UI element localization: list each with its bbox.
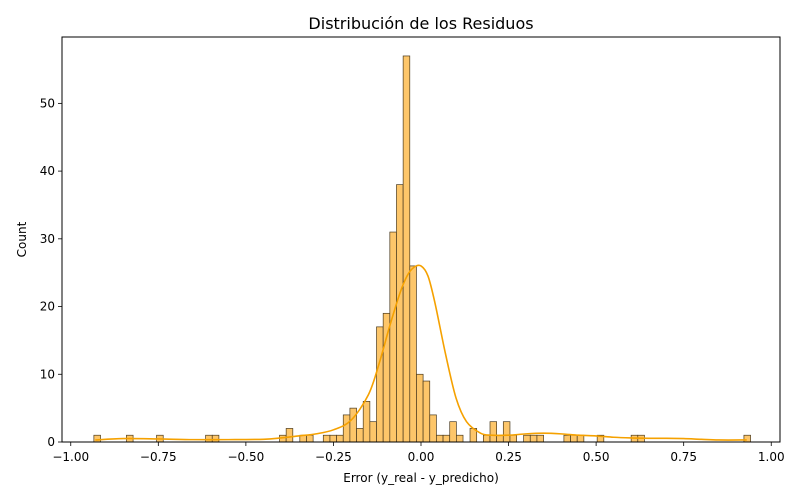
histogram-bar (93, 434, 101, 443)
kde-line (95, 264, 747, 441)
histogram-bar (523, 434, 531, 443)
x-tick-label: −1.00 (52, 450, 89, 464)
x-axis-label: Error (y_real - y_predicho) (343, 471, 499, 485)
histogram-bar (529, 434, 538, 443)
y-ticks: 0 10 20 30 40 50 (40, 96, 62, 449)
x-tick-label: 1.00 (758, 450, 785, 464)
y-tick-label: 30 (40, 232, 55, 246)
kde-layer (95, 264, 747, 441)
histogram-bar (382, 312, 391, 443)
x-tick-label: −0.75 (140, 450, 177, 464)
histogram-bar (342, 414, 351, 443)
histogram-bar (576, 434, 585, 443)
histogram-bar (409, 265, 417, 443)
histogram-bar (362, 401, 371, 443)
histogram-bar (322, 434, 331, 443)
histogram-bar (349, 407, 357, 443)
histogram-bar (336, 434, 344, 443)
chart-title: Distribución de los Residuos (308, 14, 533, 33)
y-tick-label: 40 (40, 164, 55, 178)
y-axis-label: Count (15, 221, 29, 257)
histogram-bar (211, 434, 220, 443)
histogram-bar (442, 434, 451, 443)
histogram-bar (285, 428, 294, 443)
x-tick-label: −0.25 (315, 450, 352, 464)
histogram-bar (422, 380, 431, 443)
histogram-bar (449, 421, 457, 443)
histogram-bar (482, 434, 491, 443)
histogram-bar (489, 421, 498, 443)
histogram-bar (429, 414, 437, 443)
histogram-bar (570, 434, 578, 443)
histogram-bar (536, 434, 544, 443)
histogram-bar (306, 434, 314, 443)
histogram-bar (369, 421, 377, 443)
histogram-bar (743, 434, 751, 443)
histogram-bar (502, 421, 511, 443)
x-tick-label: 0.75 (670, 450, 697, 464)
histogram-bar (205, 434, 213, 443)
histogram-bar (376, 326, 384, 443)
y-tick-label: 10 (40, 367, 55, 381)
histogram-bar (509, 434, 517, 443)
histogram-bar (402, 55, 411, 443)
histogram-bar (416, 373, 424, 443)
histogram-bar (329, 434, 337, 443)
x-tick-label: 0.00 (408, 450, 435, 464)
histogram-bar (389, 231, 397, 443)
x-tick-label: 0.25 (495, 450, 522, 464)
y-tick-label: 20 (40, 300, 55, 314)
histogram-bar (356, 428, 364, 443)
histogram-bar (436, 434, 444, 443)
histogram-bar (396, 184, 404, 443)
x-tick-label: −0.50 (227, 450, 264, 464)
histogram-bar (456, 434, 464, 443)
histogram-bar (563, 434, 571, 443)
x-tick-label: 0.50 (583, 450, 610, 464)
y-tick-label: 0 (47, 435, 55, 449)
x-ticks: −1.00 −0.75 −0.50 −0.25 0.00 0.25 0.50 0.75 1.00 (52, 442, 785, 464)
y-tick-label: 50 (40, 96, 55, 110)
